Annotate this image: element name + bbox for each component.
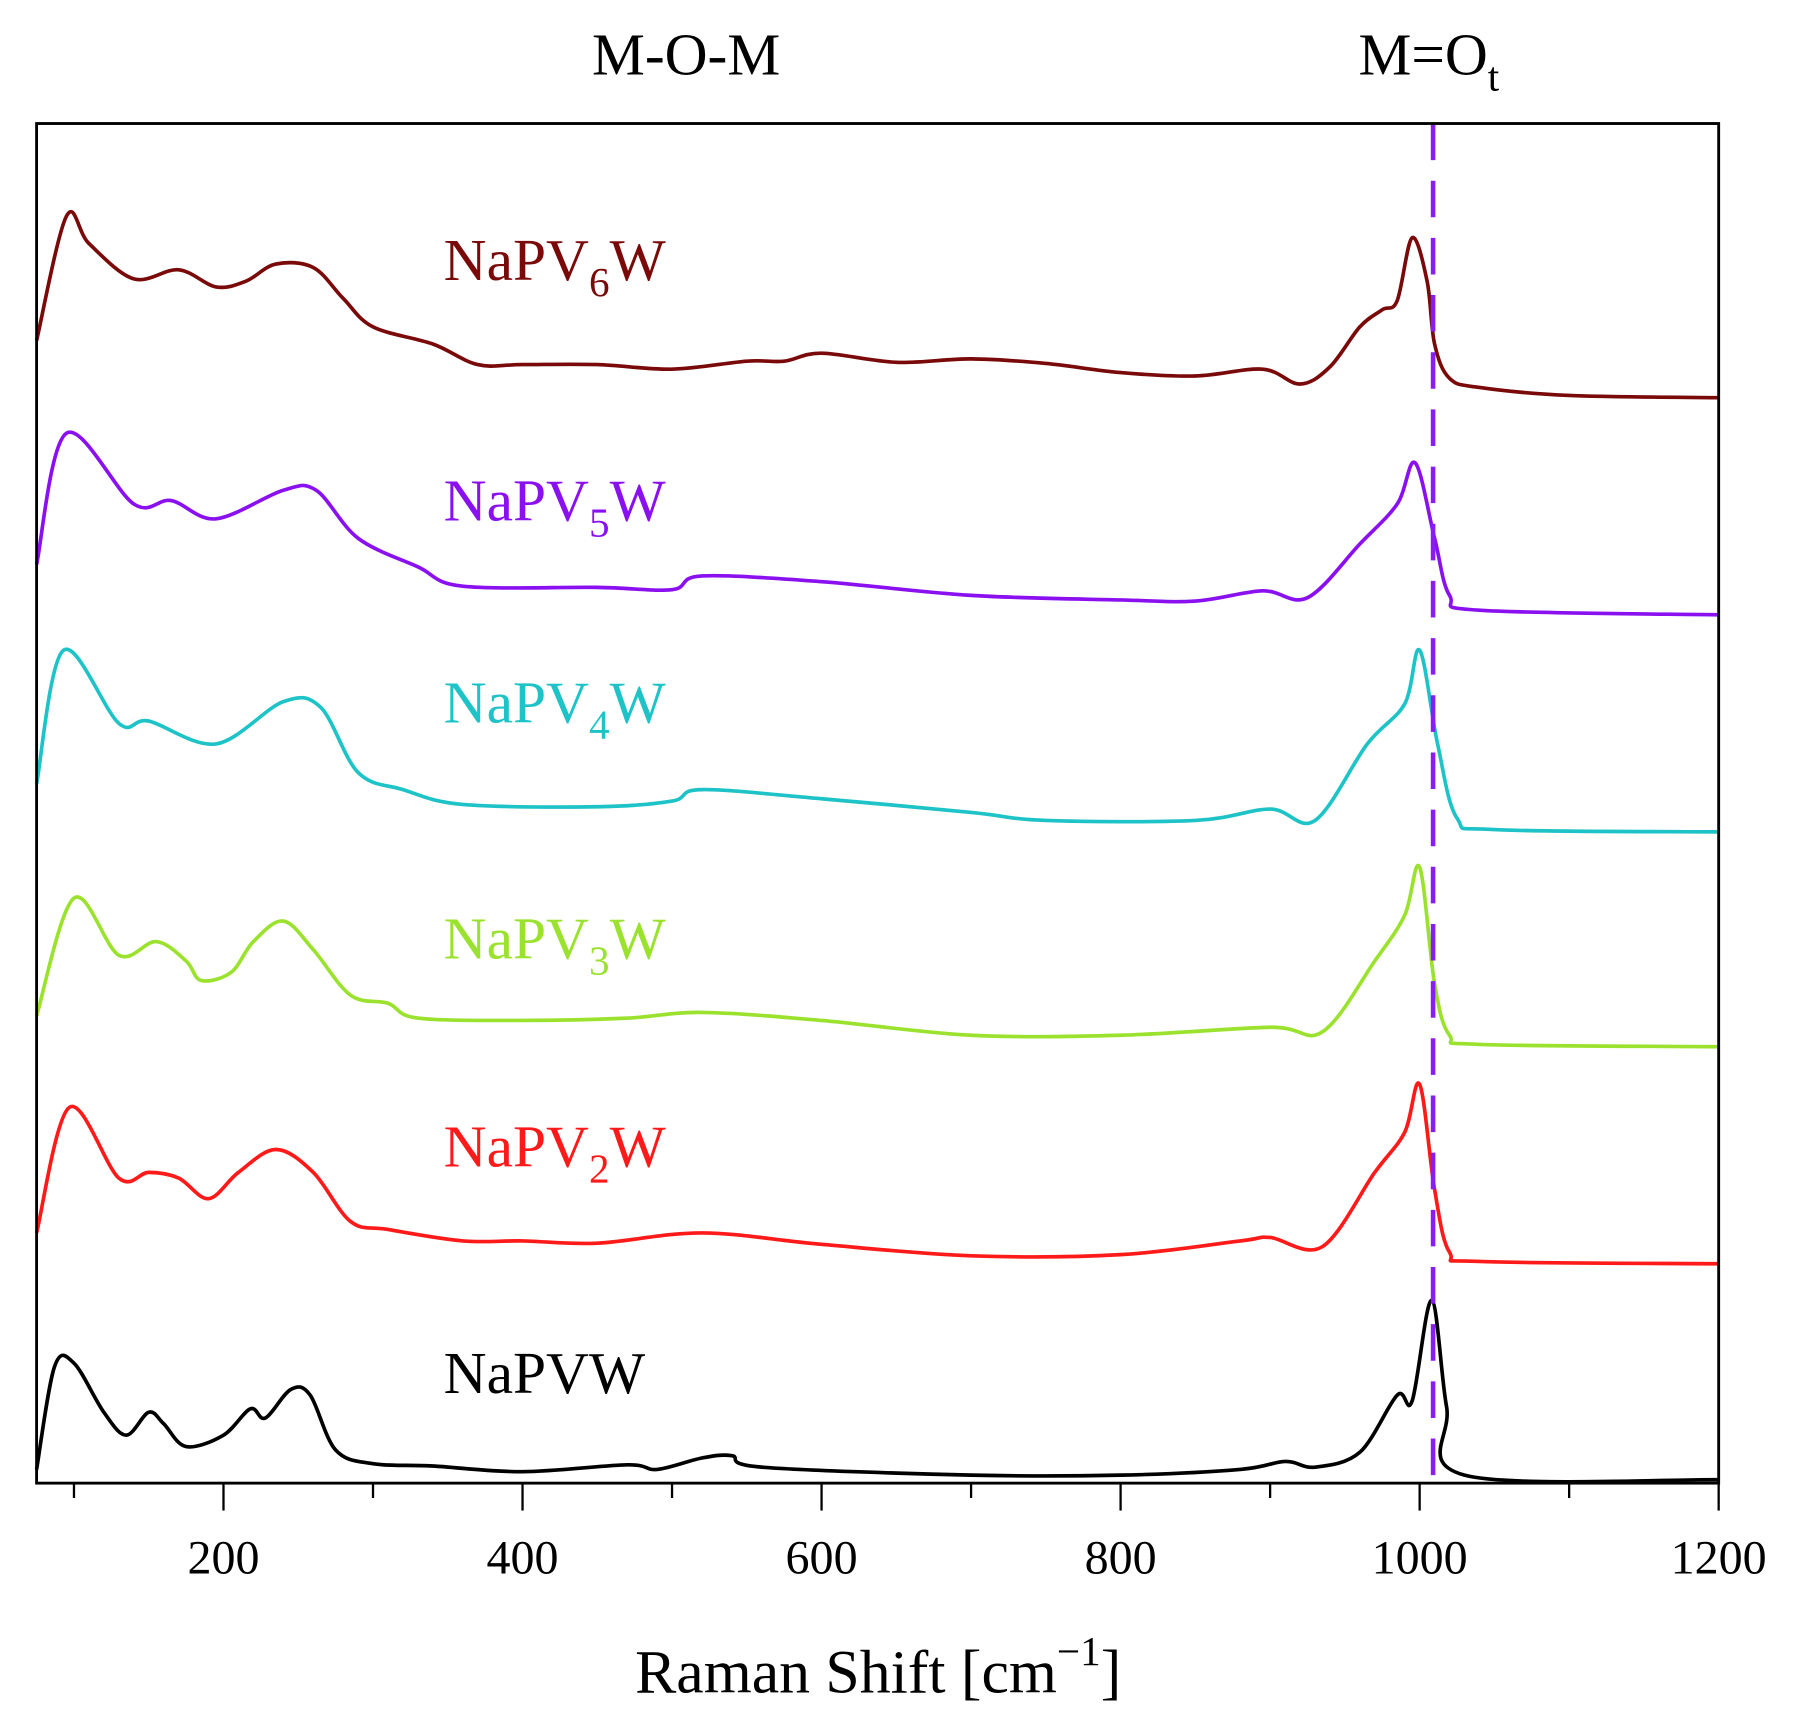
series-line-3 [34,647,1719,834]
series-label-4: NaPV3W [444,905,666,983]
x-tick-label: 800 [1085,1531,1157,1584]
x-axis-label-sup: −1 [1057,1628,1101,1674]
x-tick-label: 1000 [1372,1531,1468,1584]
series-label-5: NaPV2W [444,1113,666,1191]
series-label-3: NaPV4W [444,670,666,748]
x-axis-label-close: ] [1101,1638,1122,1706]
x-tick-label: 600 [786,1531,858,1584]
x-tick-label: 200 [187,1531,259,1584]
x-axis-label: Raman Shift [cm−1] [635,1628,1121,1706]
series-line-5 [34,1081,1719,1266]
annotation-mot-sub: t [1488,53,1500,99]
x-tick-label: 1200 [1671,1531,1767,1584]
annotation-mom: M-O-M [592,21,780,87]
series-label-1: NaPV6W [444,227,666,305]
series-label-2: NaPV5W [444,467,666,545]
series-line-6 [34,1298,1719,1484]
series-line-2 [34,430,1719,617]
series-line-4 [34,863,1719,1049]
plot-area: NaPV6W NaPV5W NaPV4W NaPV3W NaPV2W NaPVW [34,123,1719,1484]
x-tick-label: 400 [487,1531,559,1584]
plot-frame [35,122,1721,1485]
x-axis: 200 400 600 800 1000 1200 [72,1483,1767,1584]
series-label-6: NaPVW [444,1340,645,1406]
series-line-1 [34,209,1719,400]
annotation-mot: M=Ot [1358,21,1499,99]
